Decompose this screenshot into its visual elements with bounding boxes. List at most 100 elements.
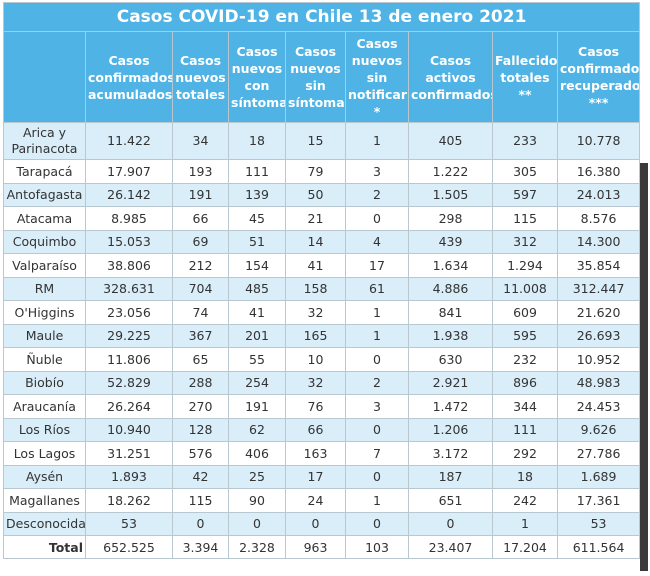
table-row: Coquimbo 15.053 69 51 14 4 439 312 14.300 — [3, 229, 641, 254]
cell-value: 1.294 — [492, 253, 558, 278]
cell-value: 3 — [345, 159, 409, 184]
cell-value: 69 — [172, 229, 229, 254]
cell-value: 0 — [228, 511, 286, 536]
cell-value: 17.361 — [556, 488, 641, 513]
cell-value: 1 — [345, 323, 409, 348]
cell-value: 32 — [285, 370, 346, 395]
table-row: Valparaíso 38.806 212 154 41 17 1.634 1.294 35.8… — [3, 253, 641, 278]
cell-value: 24 — [285, 488, 346, 513]
region-name: Maule — [3, 323, 86, 348]
cell-value: 3 — [345, 394, 409, 419]
cell-value: 0 — [345, 464, 409, 489]
cell-value: 4 — [345, 229, 409, 254]
cell-value: 187 — [408, 464, 493, 489]
cell-value: 1 — [345, 488, 409, 513]
cell-value: 1.206 — [408, 417, 493, 442]
cell-value: 10.940 — [85, 417, 173, 442]
cell-value: 61 — [345, 276, 409, 301]
cell-value: 288 — [172, 370, 229, 395]
table-row: Ñuble 11.806 65 55 10 0 630 232 10.952 — [3, 347, 641, 372]
table-row: Biobío 52.829 288 254 32 2 2.921 896 48.983 — [3, 370, 641, 395]
cell-value: 630 — [408, 347, 493, 372]
region-name: Ñuble — [3, 347, 86, 372]
cell-value: 1.938 — [408, 323, 493, 348]
cell-value: 191 — [172, 182, 229, 207]
table-row: Arica y Parinacota 11.422 34 18 15 1 405 233 10.… — [3, 122, 641, 160]
table-row: Atacama 8.985 66 45 21 0 298 115 8.576 — [3, 206, 641, 231]
table-row: Antofagasta 26.142 191 139 50 2 1.505 597 24.013 — [3, 182, 641, 207]
total-value: 103 — [345, 535, 409, 559]
column-header: Casos confirmados recuperados *** — [556, 31, 641, 123]
cell-value: 0 — [345, 206, 409, 231]
region-name: Desconocida — [3, 511, 86, 536]
table-row: Los Ríos 10.940 128 62 66 0 1.206 111 9.626 — [3, 417, 641, 442]
cell-value: 90 — [228, 488, 286, 513]
cell-value: 111 — [228, 159, 286, 184]
column-header: Fallecidos totales ** — [492, 31, 558, 123]
cell-value: 328.631 — [85, 276, 173, 301]
cell-value: 111 — [492, 417, 558, 442]
cell-value: 26.264 — [85, 394, 173, 419]
cell-value: 53 — [556, 511, 641, 536]
cell-value: 11.806 — [85, 347, 173, 372]
cell-value: 23.056 — [85, 300, 173, 325]
cell-value: 18.262 — [85, 488, 173, 513]
cell-value: 1.634 — [408, 253, 493, 278]
cell-value: 74 — [172, 300, 229, 325]
table-row: RM 328.631 704 485 158 61 4.886 11.008 312.447 — [3, 276, 641, 301]
total-value: 611.564 — [556, 535, 641, 559]
cell-value: 24.013 — [556, 182, 641, 207]
cell-value: 11.422 — [85, 122, 173, 160]
cell-value: 312 — [492, 229, 558, 254]
cell-value: 14 — [285, 229, 346, 254]
cell-value: 16.380 — [556, 159, 641, 184]
cell-value: 597 — [492, 182, 558, 207]
region-name: Valparaíso — [3, 253, 86, 278]
cell-value: 1.893 — [85, 464, 173, 489]
cell-value: 1.689 — [556, 464, 641, 489]
total-value: 2.328 — [228, 535, 286, 559]
cell-value: 232 — [492, 347, 558, 372]
cell-value: 52.829 — [85, 370, 173, 395]
region-name: Aysén — [3, 464, 86, 489]
cell-value: 15 — [285, 122, 346, 160]
cell-value: 896 — [492, 370, 558, 395]
cell-value: 9.626 — [556, 417, 641, 442]
cell-value: 254 — [228, 370, 286, 395]
cell-value: 31.251 — [85, 441, 173, 466]
cell-value: 1.505 — [408, 182, 493, 207]
cell-value: 11.008 — [492, 276, 558, 301]
cell-value: 233 — [492, 122, 558, 160]
cell-value: 0 — [345, 347, 409, 372]
region-name: Los Ríos — [3, 417, 86, 442]
cell-value: 3.172 — [408, 441, 493, 466]
cell-value: 45 — [228, 206, 286, 231]
table-row: Los Lagos 31.251 576 406 163 7 3.172 292 27.786 — [3, 441, 641, 466]
cell-value: 25 — [228, 464, 286, 489]
cell-value: 50 — [285, 182, 346, 207]
cell-value: 53 — [85, 511, 173, 536]
cell-value: 704 — [172, 276, 229, 301]
region-name: RM — [3, 276, 86, 301]
column-header: Casos activos confirmados — [408, 31, 493, 123]
cell-value: 29.225 — [85, 323, 173, 348]
cell-value: 128 — [172, 417, 229, 442]
cell-value: 2.921 — [408, 370, 493, 395]
cell-value: 79 — [285, 159, 346, 184]
cell-value: 242 — [492, 488, 558, 513]
cell-value: 17 — [345, 253, 409, 278]
cell-value: 35.854 — [556, 253, 641, 278]
cell-value: 41 — [228, 300, 286, 325]
region-name: Araucanía — [3, 394, 86, 419]
table-row: Magallanes 18.262 115 90 24 1 651 242 17.361 — [3, 488, 641, 513]
corner-cell — [3, 31, 86, 123]
region-name: Coquimbo — [3, 229, 86, 254]
cell-value: 212 — [172, 253, 229, 278]
cell-value: 48.983 — [556, 370, 641, 395]
cell-value: 367 — [172, 323, 229, 348]
cell-value: 55 — [228, 347, 286, 372]
cell-value: 76 — [285, 394, 346, 419]
cell-value: 10.778 — [556, 122, 641, 160]
region-name: Los Lagos — [3, 441, 86, 466]
cell-value: 576 — [172, 441, 229, 466]
